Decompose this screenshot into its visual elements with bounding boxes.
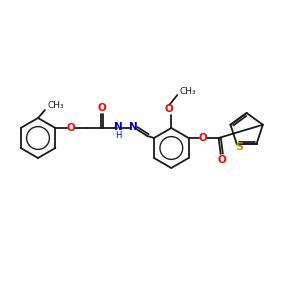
Text: O: O [67,123,76,133]
Text: N: N [114,122,123,132]
Text: CH₃: CH₃ [179,88,196,97]
Text: H: H [115,130,122,140]
Text: N: N [129,122,138,132]
Text: O: O [217,155,226,165]
Text: O: O [98,103,107,113]
Text: O: O [198,133,207,143]
Text: O: O [165,104,174,114]
Text: CH₃: CH₃ [47,101,64,110]
Text: S: S [236,142,244,152]
